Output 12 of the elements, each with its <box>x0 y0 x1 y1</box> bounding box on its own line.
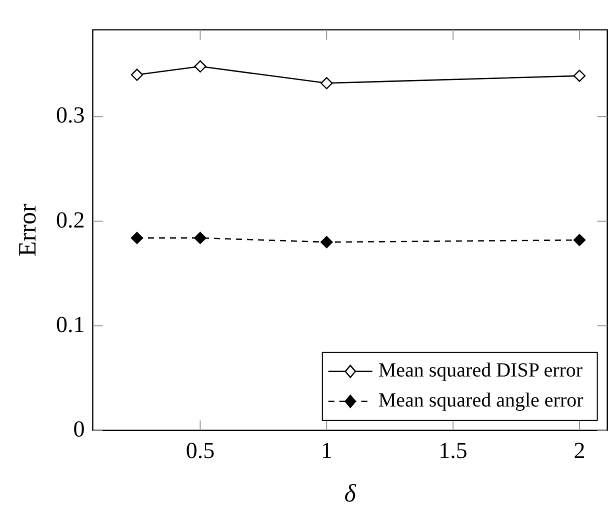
legend-label: Mean squared angle error <box>378 390 584 412</box>
x-axis-title: δ <box>344 480 356 508</box>
x-tick-label: 2 <box>574 438 586 464</box>
y-tick-label: 0 <box>73 416 85 442</box>
x-tick-label: 1.5 <box>438 438 468 464</box>
y-tick-label: 0.3 <box>56 102 85 128</box>
y-tick-label: 0.1 <box>56 312 85 337</box>
y-tick-label: 0.2 <box>56 207 85 232</box>
y-axis-title: Error <box>14 203 42 256</box>
x-tick-label: 0.5 <box>186 438 215 464</box>
legend-label: Mean squared DISP error <box>378 360 583 382</box>
x-tick-label: 1 <box>320 438 332 464</box>
